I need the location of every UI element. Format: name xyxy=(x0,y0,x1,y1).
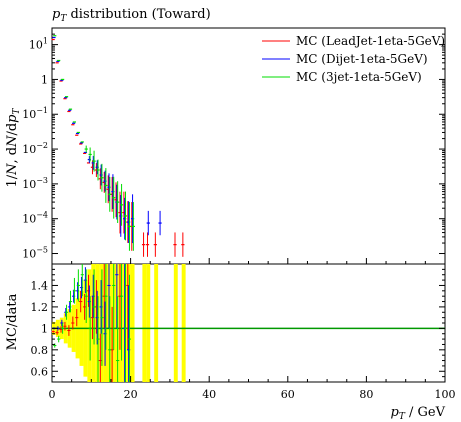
y-tick-label-bottom-4: 1.4 xyxy=(31,279,49,292)
band-bin-23 xyxy=(154,264,159,382)
y-tick-label-top-0: 1 xyxy=(41,73,48,86)
y-tick-label-bottom-2: 1 xyxy=(41,322,48,335)
legend-label-dijet: MC (Dijet-1eta-5GeV) xyxy=(296,52,428,66)
main-y-axis-label: 1/N, dN/dpT xyxy=(5,107,22,187)
legend-item-leadjet: MC (LeadJet-1eta-5GeV) xyxy=(262,34,445,48)
band-bin-21 xyxy=(142,264,147,382)
x-tick-label-4: 80 xyxy=(359,388,373,401)
x-axis-label: pT / GeV xyxy=(391,405,446,422)
x-tick-label-5: 100 xyxy=(435,388,456,401)
band-bin-15 xyxy=(110,264,115,382)
x-tick-label-3: 60 xyxy=(281,388,295,401)
legend-label-leadjet: MC (LeadJet-1eta-5GeV) xyxy=(296,34,445,48)
y-tick-label-bottom-1: 0.8 xyxy=(31,344,49,357)
chart-title: pT distribution (Toward) xyxy=(52,7,211,24)
y-tick-label-top--3: 10−3 xyxy=(22,176,48,191)
legend-label-3jet: MC (3jet-1eta-5GeV) xyxy=(296,70,422,84)
legend-item-3jet: MC (3jet-1eta-5GeV) xyxy=(262,70,422,84)
x-tick-label-2: 40 xyxy=(202,388,216,401)
y-tick-label-top--1: 10−1 xyxy=(22,106,48,121)
band-bin-20 xyxy=(130,264,135,382)
legend: MC (LeadJet-1eta-5GeV) MC (Dijet-1eta-5G… xyxy=(262,34,445,84)
band-bin-10 xyxy=(91,264,96,382)
y-tick-label-top--2: 10−2 xyxy=(22,141,48,156)
band-bin-22 xyxy=(146,264,151,382)
x-tick-label-0: 0 xyxy=(49,388,56,401)
ratio-y-axis-label: MC/data xyxy=(5,293,20,350)
y-tick-label-top--4: 10−4 xyxy=(22,211,48,226)
y-tick-label-top--5: 10−5 xyxy=(22,246,48,261)
band-bin-24 xyxy=(173,264,178,382)
axis-ticks: 0 20 40 60 80 100 10−5 10−4 10−3 10−2 10−1 1 101 0.6 0… xyxy=(22,33,456,401)
band-bin-25 xyxy=(181,264,186,382)
y-tick-label-bottom-3: 1.2 xyxy=(31,301,49,314)
legend-item-dijet: MC (Dijet-1eta-5GeV) xyxy=(262,52,428,66)
ratio-points xyxy=(51,264,132,382)
y-tick-label-top-1: 101 xyxy=(29,37,48,52)
band-bin-9 xyxy=(87,269,92,382)
y-tick-label-bottom-0: 0.6 xyxy=(31,365,49,378)
distribution-points xyxy=(51,35,185,257)
band-bin-17 xyxy=(118,264,123,382)
x-tick-label-1: 20 xyxy=(124,388,138,401)
